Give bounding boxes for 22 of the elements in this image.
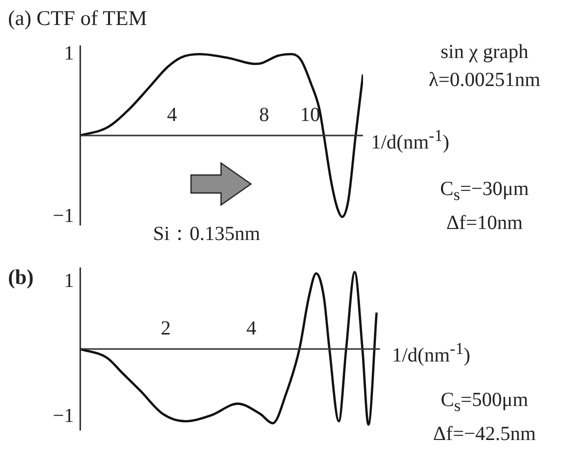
chart-title: (a) CTF of TEM [8,5,148,32]
x-tick-label: 2 [160,317,171,340]
y-tick-label: 1 [64,270,74,292]
annotation: Si：0.135nm [153,222,260,247]
chart-title: (b) [8,264,34,291]
x-axis-title: 1/d(nm$^{-1}$) [371,124,450,156]
line-series [80,52,363,218]
x-tick-label: 4 [246,317,256,340]
x-axis-title: 1/d(nm$^{-1}$) [392,338,470,369]
text: sin χ graph [440,40,530,65]
line-series [80,270,378,426]
text: Δf=−42.5nm [432,422,537,447]
y-tick-label: 1 [64,42,74,64]
text: Δf=10nm [445,211,524,236]
text: C$_{s}$=500μm [440,388,530,417]
x-tick-label: 10 [300,104,320,126]
x-tick-label: 4 [167,104,178,126]
y-tick-label: −1 [52,205,74,228]
text: λ=0.00251nm [428,68,542,93]
x-tick-label: 8 [259,104,270,126]
text: C$_{s}$=−30μm [439,177,530,206]
y-tick-label: −1 [52,404,74,427]
